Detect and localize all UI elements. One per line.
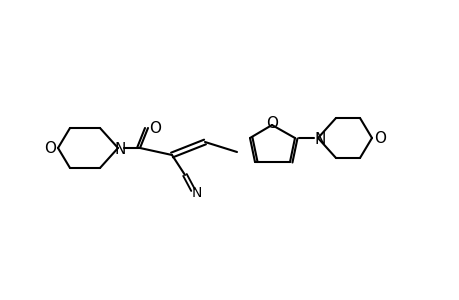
Text: O: O — [373, 130, 385, 146]
Text: N: N — [114, 142, 125, 157]
Text: N: N — [313, 131, 325, 146]
Text: O: O — [265, 116, 277, 130]
Text: O: O — [44, 140, 56, 155]
Text: N: N — [191, 186, 202, 200]
Text: O: O — [149, 121, 161, 136]
